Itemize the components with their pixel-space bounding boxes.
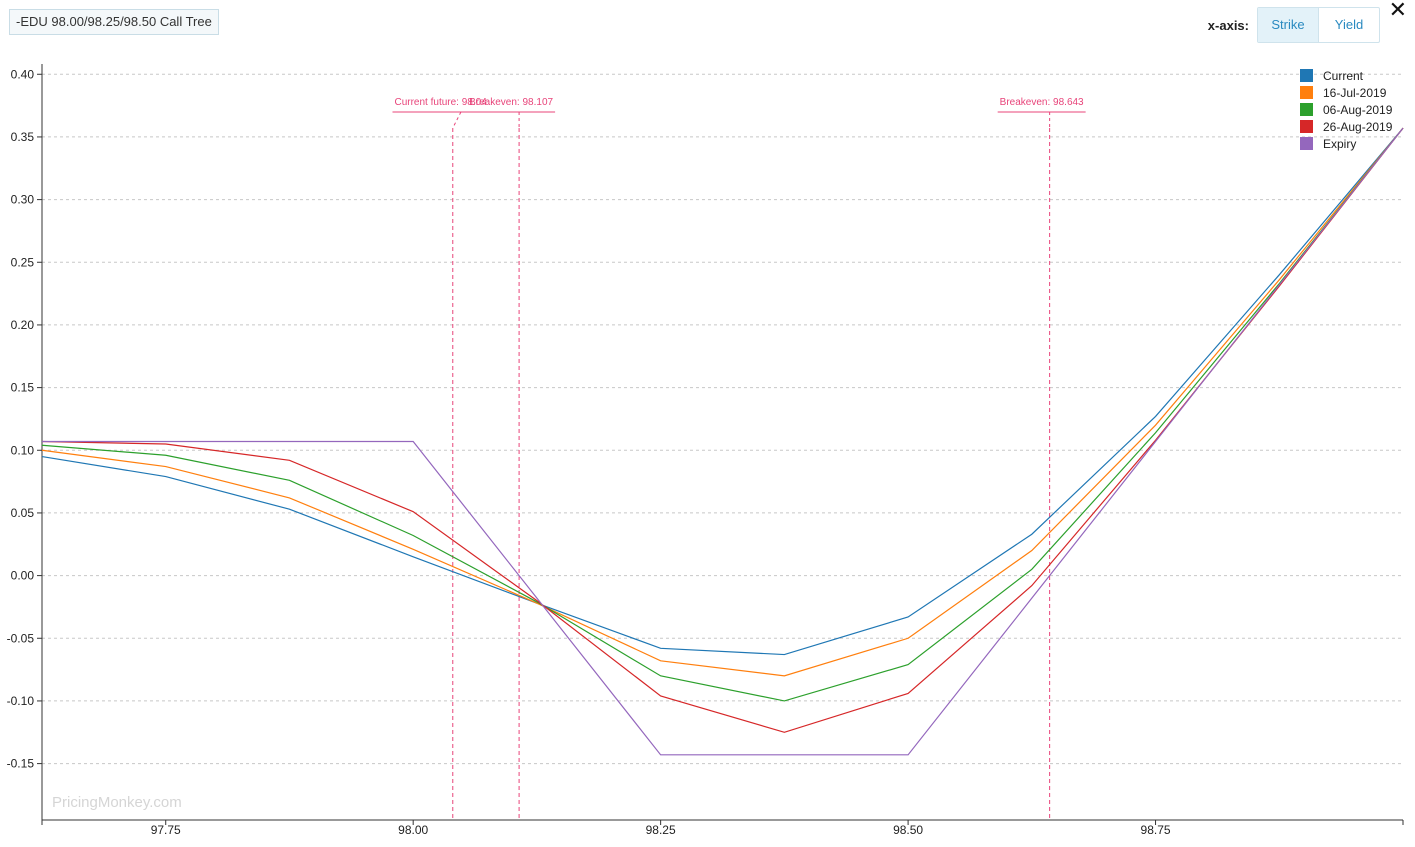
legend-item[interactable]: Expiry [1300,135,1392,152]
x-axis-toggle: x-axis: Strike Yield [1208,7,1380,43]
watermark: PricingMonkey.com [52,794,182,811]
legend-swatch [1300,69,1313,82]
legend-label: 06-Aug-2019 [1323,102,1393,117]
legend-swatch [1300,86,1313,99]
x-tick-label: 97.75 [151,823,181,837]
chart-title: -EDU 98.00/98.25/98.50 Call Tree [9,9,219,35]
series-line [41,127,1404,733]
annotation-label: Breakeven: 98.643 [1000,97,1084,108]
y-tick-label: 0.35 [11,130,35,144]
y-tick-label: 0.10 [11,443,35,457]
y-tick-label: 0.20 [11,318,35,332]
legend-item[interactable]: 06-Aug-2019 [1300,101,1392,118]
series-line [41,127,1404,677]
close-icon[interactable]: ✕ [1388,0,1407,23]
axes: 0.40 0.35 0.30 0.25 0.20 0.15 0.10 0.05 0.00 -0.0… [7,64,1404,837]
annotation-label: Breakeven: 98.107 [469,97,553,108]
y-tick-label: 0.05 [11,506,35,520]
grid-lines [42,73,1403,765]
legend-label: 16-Jul-2019 [1323,85,1387,100]
y-tick-label: -0.15 [7,757,35,771]
x-axis-label: x-axis: [1207,17,1249,33]
legend-item[interactable]: 26-Aug-2019 [1300,118,1392,135]
series-line [41,127,1404,702]
legend-label: Expiry [1323,136,1357,151]
y-tick-label: -0.05 [7,631,35,645]
annotation-connector [452,111,462,129]
x-axis-strike-button[interactable]: Strike [1258,8,1318,42]
legend-item[interactable]: 16-Jul-2019 [1300,84,1392,101]
y-tick-label: 0.25 [11,255,35,269]
x-axis-yield-button[interactable]: Yield [1318,8,1379,42]
y-tick-label: 0.30 [11,193,35,207]
y-tick-label: -0.10 [7,694,35,708]
legend-swatch [1300,120,1313,133]
y-tick-label: 0.00 [11,569,35,583]
x-tick-label: 98.75 [1141,823,1171,837]
x-axis-segmented-control: Strike Yield [1257,7,1380,43]
x-tick-label: 98.50 [893,823,923,837]
x-tick-label: 98.25 [646,823,676,837]
legend: Current 16-Jul-2019 06-Aug-2019 26-Aug-2019… [1300,67,1392,152]
y-tick-label: 0.15 [11,381,35,395]
legend-item[interactable]: Current [1300,67,1392,84]
legend-swatch [1300,137,1313,150]
series-lines [41,127,1404,756]
y-tick-label: 0.40 [11,67,35,81]
x-tick-label: 98.00 [398,823,428,837]
series-line [42,127,1404,756]
annotation-label: Current future: 98.04 [394,97,487,108]
legend-label: 26-Aug-2019 [1323,119,1393,134]
series-line [41,127,1404,656]
legend-label: Current [1323,68,1364,83]
legend-swatch [1300,103,1313,116]
